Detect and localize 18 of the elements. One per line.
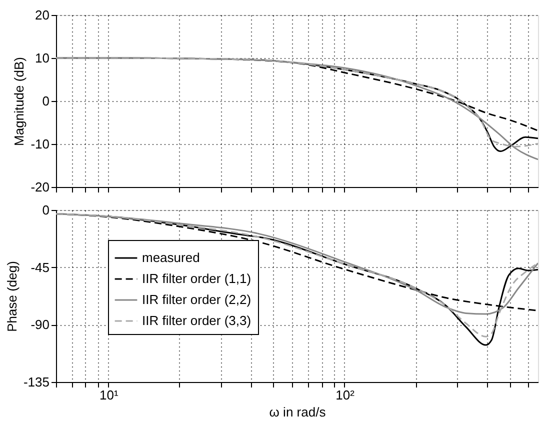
y-tick-label: -90 xyxy=(30,317,50,332)
y-tick-label: 0 xyxy=(42,202,50,218)
y-tick-label: -20 xyxy=(30,180,50,194)
legend-label: IIR filter order (2,2) xyxy=(142,292,252,307)
y-axis-title: Phase (deg) xyxy=(4,261,20,332)
y-axis-title: Magnitude (dB) xyxy=(12,57,27,146)
x-tick-label: 10² xyxy=(336,388,356,402)
legend-label: IIR filter order (3,3) xyxy=(142,313,252,328)
y-tick-label: -45 xyxy=(30,260,50,275)
y-tick-label: 10 xyxy=(35,50,50,66)
x-axis-title: ω in rad/s xyxy=(269,404,326,420)
y-tick-label: -10 xyxy=(30,136,50,152)
y-tick-label: -135 xyxy=(23,374,50,390)
y-tick-label: 0 xyxy=(42,94,50,108)
legend-label: IIR filter order (1,1) xyxy=(142,271,252,286)
x-tick-label: 10¹ xyxy=(99,388,119,402)
y-tick-label: 20 xyxy=(35,8,50,22)
legend-label: measured xyxy=(142,250,200,265)
